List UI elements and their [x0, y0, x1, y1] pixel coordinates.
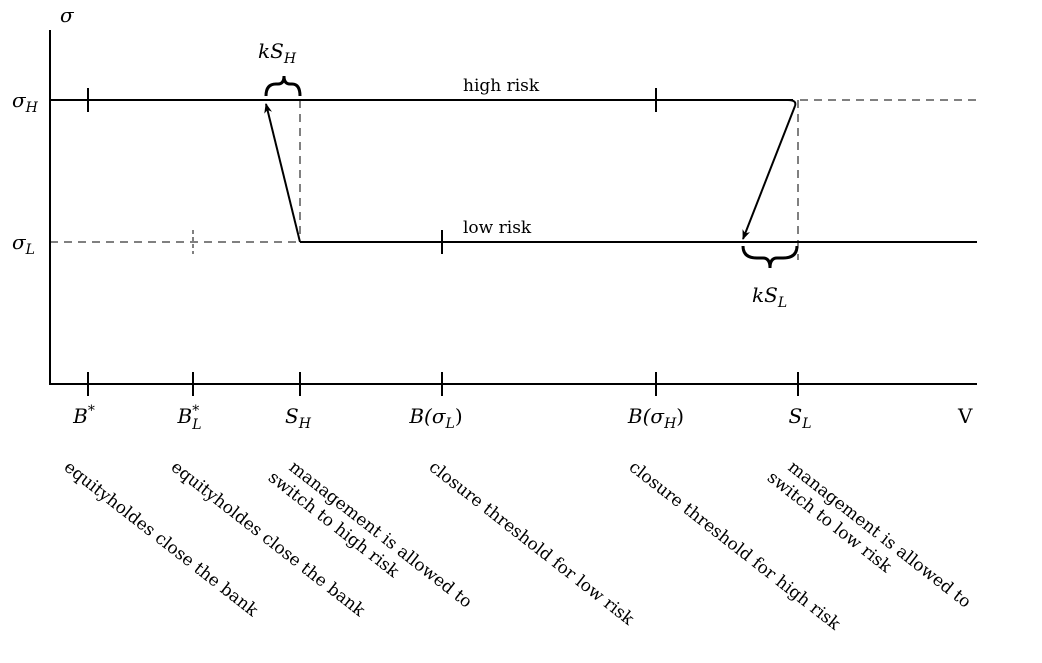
x-axis-ticks: B* B* L SH B(σL) B(σH) SL — [72, 372, 812, 433]
switch-to-high-arrow — [264, 103, 301, 243]
note-line: equityholdes close the bank — [60, 457, 262, 621]
note-b-star: equityholdes close the bank — [60, 457, 262, 621]
y-axis-label: σ — [60, 3, 75, 27]
x-tick-label-b-star: B* — [72, 403, 95, 428]
brace-ks-l — [741, 245, 799, 269]
note-line: management is allowed to — [784, 457, 975, 612]
low-risk-label: low risk — [463, 218, 532, 238]
sigma-l-label: σL — [12, 230, 35, 258]
threshold-notes: equityholdes close the bankequityholdes … — [60, 457, 975, 635]
high-risk-label: high risk — [463, 76, 540, 96]
brace-ks-l-label: kSL — [752, 283, 787, 311]
brace-ks-h — [264, 75, 302, 97]
x-tick-label-b-sigma-l: B(σL) — [408, 404, 462, 432]
x-tick-label-s-l: SL — [789, 404, 812, 432]
sigma-h-label: σH — [12, 88, 39, 116]
brace-ks-h-label: kSH — [258, 39, 297, 67]
x-tick-label-s-h: SH — [285, 404, 312, 432]
x-axis-label: V — [957, 404, 973, 428]
switch-to-low-arrow — [742, 105, 796, 240]
x-tick-label-b-sigma-h: B(σH) — [627, 404, 684, 432]
high-risk-corner — [787, 99, 797, 107]
x-tick-label-b-l-star: B* L — [177, 403, 202, 433]
